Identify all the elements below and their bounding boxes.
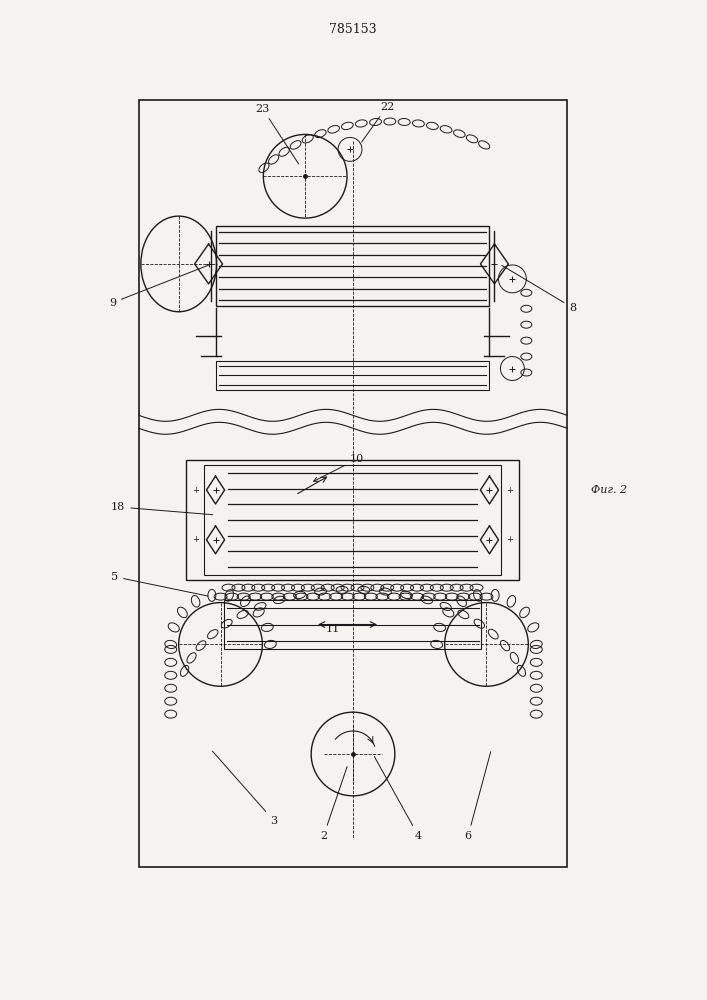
Bar [139,100,567,867]
Text: 23: 23 [255,104,298,164]
Text: 8: 8 [502,265,576,313]
Text: +: + [192,486,199,495]
Bar [186,460,520,580]
Text: 9: 9 [109,265,209,308]
Text: +: + [192,535,199,544]
Bar [216,226,489,306]
Text: 785153: 785153 [329,23,377,36]
Text: 6: 6 [464,752,491,841]
Text: +: + [506,535,513,544]
Bar [204,465,501,575]
Bar [223,600,481,649]
Text: +: + [506,486,513,495]
Bar [216,361,489,390]
Text: 18: 18 [111,502,213,515]
Text: 5: 5 [111,572,208,596]
Text: 2: 2 [320,767,347,841]
Text: Фиг. 2: Фиг. 2 [591,485,627,495]
Text: 4: 4 [374,756,422,841]
Text: 3: 3 [212,751,277,826]
Text: 11: 11 [326,624,340,634]
Text: 10: 10 [314,454,364,481]
Text: 22: 22 [361,102,394,142]
